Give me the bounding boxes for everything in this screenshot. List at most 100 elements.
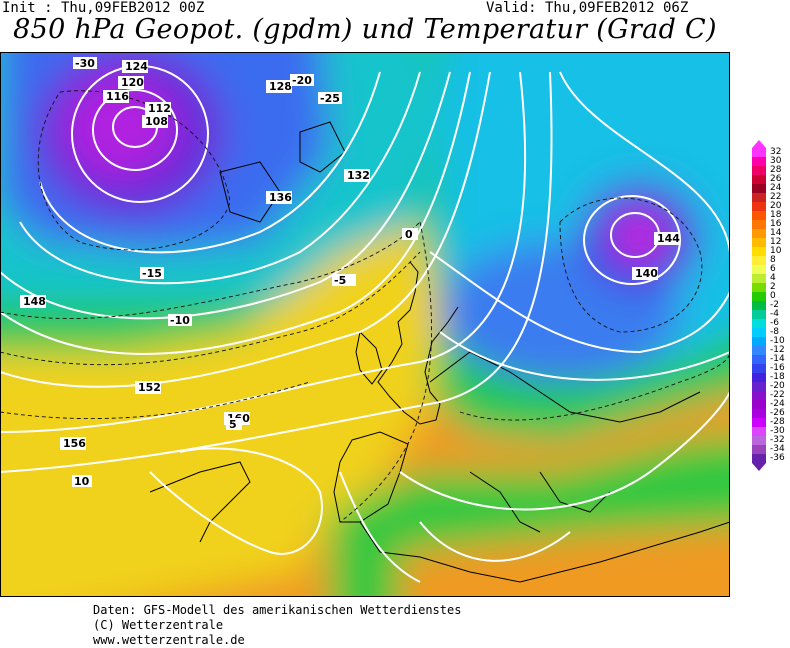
colorbar-label: 10 [770,246,782,256]
colorbar-swatch [752,445,766,454]
footer-url: www.wetterzentrale.de [93,633,245,647]
colorbar-swatch [752,418,766,427]
footer: Daten: GFS-Modell des amerikanischen Wet… [93,603,461,648]
colorbar-swatch [752,157,766,166]
colorbar-swatch [752,436,766,445]
temperature-label: 10 [74,475,90,488]
colorbar-label: 20 [770,201,782,211]
geopotential-label: 132 [347,169,370,182]
colorbar-label: 18 [770,210,782,220]
colorbar-label: 16 [770,219,782,229]
colorbar-label: -6 [770,318,779,328]
colorbar-swatch [752,427,766,436]
colorbar-label: -12 [770,345,785,355]
colorbar-label: 6 [770,264,776,274]
colorbar-swatch [752,382,766,391]
colorbar-label: -8 [770,327,779,337]
colorbar-label: -18 [770,372,785,382]
geopotential-label: 156 [63,437,86,450]
colorbar-swatch [752,355,766,364]
colorbar-label: -28 [770,417,785,427]
colorbar-top-arrow [752,140,766,148]
temperature-contours [0,90,730,523]
colorbar-swatch [752,310,766,319]
valid-time: Valid: Thu,09FEB2012 06Z [486,0,689,16]
colorbar-swatch [752,283,766,292]
colorbar-swatch [752,175,766,184]
colorbar-swatch [752,346,766,355]
temperature-label: -30 [75,57,95,70]
colorbar-swatch [752,220,766,229]
temperature-field [0,52,730,597]
init-time: Init : Thu,09FEB2012 00Z [2,0,205,16]
colorbar-swatch [752,292,766,301]
colorbar-label: 14 [770,228,782,238]
geopotential-labels: 108 112 116 120 124 128 132 136 140 144 … [20,60,680,450]
geopotential-contours [0,65,730,583]
geopotential-label: 116 [106,90,129,103]
geopotential-label: 148 [23,295,46,308]
colorbar-label: 4 [770,273,776,283]
colorbar-label: 26 [770,174,782,184]
colorbar-swatch [752,247,766,256]
colorbar-label: -10 [770,336,785,346]
temperature-label: -5 [334,274,346,287]
temperature-label: -10 [170,314,190,327]
colorbar-swatch [752,274,766,283]
colorbar-label: -26 [770,408,785,418]
colorbar-swatch [752,319,766,328]
colorbar-swatch [752,391,766,400]
geopotential-label: 136 [269,191,292,204]
geopotential-label: 120 [121,76,144,89]
colorbar-swatch [752,409,766,418]
colorbar-swatch [752,373,766,382]
colorbar-swatch [752,301,766,310]
colorbar-swatch [752,229,766,238]
geopotential-label: 140 [635,267,658,280]
geopotential-label: 144 [657,232,680,245]
temperature-label: -25 [320,92,340,105]
colorbar-label: 28 [770,165,782,175]
footer-data-source: Daten: GFS-Modell des amerikanischen Wet… [93,603,462,617]
colorbar-swatch [752,364,766,373]
colorbar-swatch [752,265,766,274]
geopotential-label: 124 [125,60,148,73]
coastlines [149,121,730,583]
colorbar-label: 2 [770,282,776,292]
colorbar-swatch [752,211,766,220]
geopotential-label: 128 [269,80,292,93]
colorbar-label: -24 [770,399,785,409]
colorbar-label: -36 [770,453,785,463]
colorbar-swatch [752,148,766,157]
colorbar-label: -16 [770,363,785,373]
colorbar-label: 32 [770,147,782,157]
colorbar-label: 22 [770,192,782,202]
colorbar-label: 0 [770,291,776,301]
colorbar-label: 12 [770,237,782,247]
colorbar-label: -4 [770,309,779,319]
weather-map: 108 112 116 120 124 128 132 136 140 144 … [0,52,730,597]
temperature-label: -15 [142,267,162,280]
temperature-label: -20 [292,74,312,87]
colorbar-swatch [752,337,766,346]
colorbar-swatch [752,238,766,247]
colorbar-label: -2 [770,300,779,310]
chart-title: 850 hPa Geopot. (gpdm) und Temperatur (G… [13,14,717,45]
colorbar-bottom-arrow [752,463,766,471]
temperature-labels: -30 -25 -20 -15 -10 -5 0 5 10 [72,57,418,488]
colorbar-label: -20 [770,381,785,391]
colorbar-label: -30 [770,426,785,436]
colorbar-label: -32 [770,435,785,445]
colorbar-label: -22 [770,390,785,400]
temperature-label: 0 [405,228,413,241]
geopotential-label: 112 [148,102,171,115]
colorbar-swatch [752,400,766,409]
colorbar-label: 30 [770,156,782,166]
colorbar-swatch [752,166,766,175]
geopotential-label: 108 [145,115,168,128]
colorbar-swatch [752,328,766,337]
colorbar-swatch [752,454,766,463]
colorbar-swatch [752,193,766,202]
colorbar-swatch [752,256,766,265]
colorbar-swatch [752,202,766,211]
